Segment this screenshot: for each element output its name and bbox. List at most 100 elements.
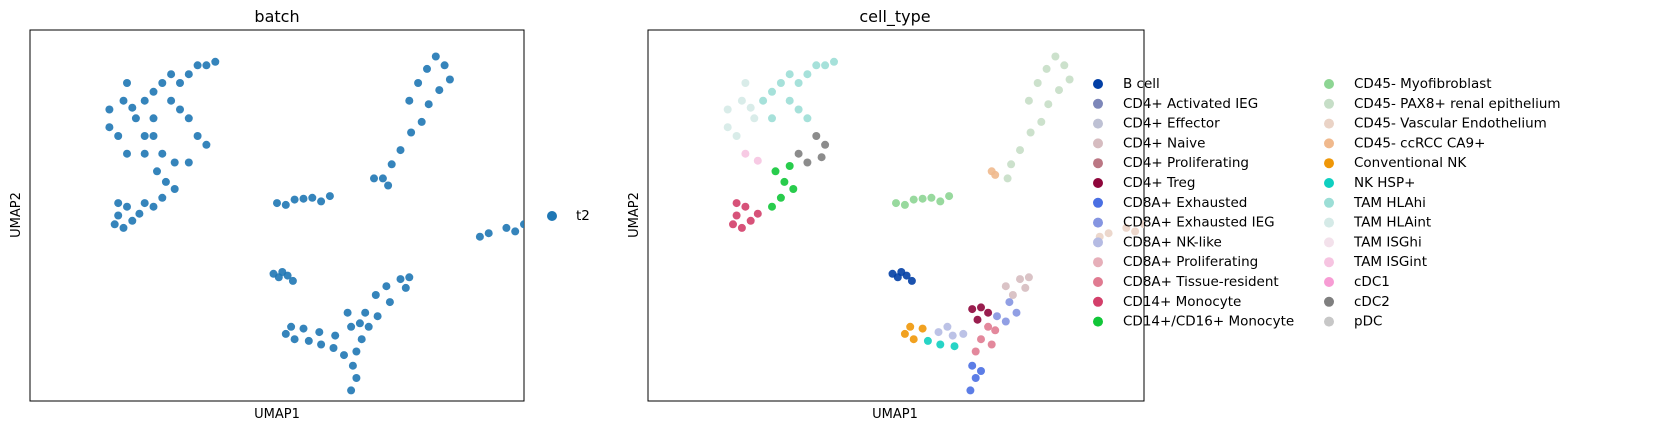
- legend-label-pdc: pDC: [1354, 314, 1382, 330]
- point-cd45-myofibroblast: [900, 200, 909, 209]
- point-t2: [364, 322, 373, 331]
- point-t2: [299, 194, 308, 203]
- legend-label-cd4-naive: CD4+ Naive: [1123, 135, 1205, 151]
- point-tam-hlaint: [746, 103, 755, 112]
- point-cd8a-exhausted: [977, 367, 985, 375]
- point-cd45-pax8-renal-epithelium: [1003, 174, 1012, 183]
- point-t2: [114, 132, 123, 140]
- point-cd45-pax8-renal-epithelium: [1055, 86, 1063, 95]
- point-t2: [274, 273, 283, 282]
- point-tam-hlaint: [750, 114, 759, 123]
- cell-type-panel: cell_type UMAP1 UMAP2 B cell CD4+ Activat…: [627, 7, 1561, 422]
- batch-xlabel: UMAP1: [254, 407, 300, 422]
- point-cd8a-exhausted-ieg: [1001, 317, 1010, 326]
- point-cd8a-exhausted-ieg: [1012, 308, 1021, 317]
- point-t2: [357, 335, 366, 344]
- legend-label-tam-isghi: TAM ISGhi: [1353, 234, 1422, 250]
- point-t2: [110, 220, 119, 229]
- legend-label-cd8a-exhausted: CD8A+ Exhausted: [1123, 195, 1247, 211]
- legend-label-cd4-proliferating: CD4+ Proliferating: [1123, 155, 1249, 171]
- legend-marker-cd14-monocyte: [1093, 296, 1103, 307]
- point-t2: [299, 324, 308, 333]
- point-cd14-cd16-monocyte: [776, 193, 785, 202]
- point-t2: [167, 96, 176, 105]
- legend-label-tam-hlahi: TAM HLAhi: [1353, 195, 1426, 211]
- point-t2: [170, 185, 179, 193]
- point-cd45-myofibroblast: [892, 199, 900, 208]
- point-cd14-cd16-monocyte: [768, 202, 776, 211]
- point-t2: [128, 103, 137, 112]
- point-t2: [167, 70, 176, 79]
- point-t2: [153, 167, 161, 176]
- point-cd45-ccrcc-ca9: [991, 170, 1000, 179]
- point-t2: [105, 123, 114, 132]
- point-t2: [352, 374, 361, 382]
- point-t2: [445, 75, 454, 84]
- point-conventional-nk: [906, 322, 915, 331]
- point-cdc2: [812, 132, 821, 140]
- legend-marker-cdc1: [1324, 277, 1334, 287]
- legend-label-t2: t2: [576, 208, 590, 224]
- point-cd8a-exhausted-ieg: [1005, 298, 1014, 307]
- point-cd14-cd16-monocyte: [780, 177, 789, 186]
- point-t2: [417, 117, 426, 126]
- point-t2: [414, 79, 423, 87]
- point-t2: [315, 328, 324, 337]
- point-b-cell: [902, 271, 911, 280]
- point-tam-hlahi: [785, 96, 794, 105]
- point-tam-hlahi: [812, 61, 821, 70]
- point-t2: [176, 79, 184, 87]
- point-cd14-monocyte: [732, 199, 741, 208]
- point-cd8a-nk-like: [959, 329, 968, 338]
- point-t2: [161, 177, 170, 186]
- point-tam-hlaint: [741, 79, 750, 87]
- legend-label-cd14-monocyte: CD14+ Monocyte: [1123, 294, 1241, 310]
- point-cd45-vascular-endothelium: [1122, 223, 1131, 232]
- legend-marker-cd45-vascular-endothelium: [1324, 118, 1334, 129]
- point-t2: [281, 200, 290, 209]
- point-cd4-naive: [1001, 282, 1010, 291]
- point-cd14-monocyte: [753, 209, 762, 218]
- legend-marker-cd8a-nk-like: [1093, 237, 1103, 248]
- point-t2: [131, 114, 140, 123]
- point-tam-hlahi: [821, 61, 830, 70]
- legend-marker-cd8a-exhausted: [1093, 197, 1103, 208]
- point-b-cell: [893, 273, 902, 282]
- point-t2: [128, 216, 137, 225]
- point-cd45-pax8-renal-epithelium: [1044, 100, 1053, 109]
- legend-label-cd8a-nk-like: CD8A+ NK-like: [1123, 234, 1222, 250]
- point-tam-hlahi: [803, 114, 812, 123]
- point-cd45-pax8-renal-epithelium: [1051, 52, 1060, 61]
- point-cd45-pax8-renal-epithelium: [1026, 128, 1035, 137]
- batch-axes-frame: [29, 29, 525, 402]
- point-tam-hlahi: [785, 70, 794, 79]
- point-t2: [317, 197, 326, 206]
- point-conventional-nk: [918, 324, 927, 333]
- point-t2: [123, 79, 131, 87]
- point-t2: [440, 61, 449, 70]
- legend-marker-cd45-pax8-renal-epithelium: [1324, 98, 1334, 109]
- point-t2: [119, 96, 128, 105]
- point-cd8a-tissue-resident: [987, 340, 996, 349]
- batch-panel: batch UMAP1 UMAP2 t2: [9, 7, 590, 422]
- point-conventional-nk: [900, 329, 909, 338]
- point-cd8a-exhausted: [971, 374, 980, 382]
- point-t2: [140, 149, 149, 158]
- point-t2: [149, 132, 158, 140]
- legend-marker-cd4-effector: [1093, 118, 1103, 129]
- point-tam-isgint: [753, 156, 762, 165]
- point-t2: [352, 347, 361, 356]
- batch-ylabel: UMAP2: [9, 192, 24, 238]
- point-cd4-treg: [977, 303, 985, 312]
- point-t2: [405, 273, 414, 282]
- legend-marker-cd4-proliferating: [1093, 158, 1103, 169]
- point-cd4-naive: [1024, 273, 1033, 282]
- point-t2: [348, 361, 357, 370]
- batch-points: [105, 52, 524, 395]
- point-cd8a-tissue-resident: [984, 322, 993, 331]
- point-t2: [520, 220, 524, 229]
- point-tam-hlaint: [732, 132, 741, 140]
- point-cd45-myofibroblast: [945, 192, 954, 201]
- point-t2: [378, 174, 387, 183]
- legend-label-cd14-cd16-monocyte: CD14+/CD16+ Monocyte: [1123, 314, 1294, 330]
